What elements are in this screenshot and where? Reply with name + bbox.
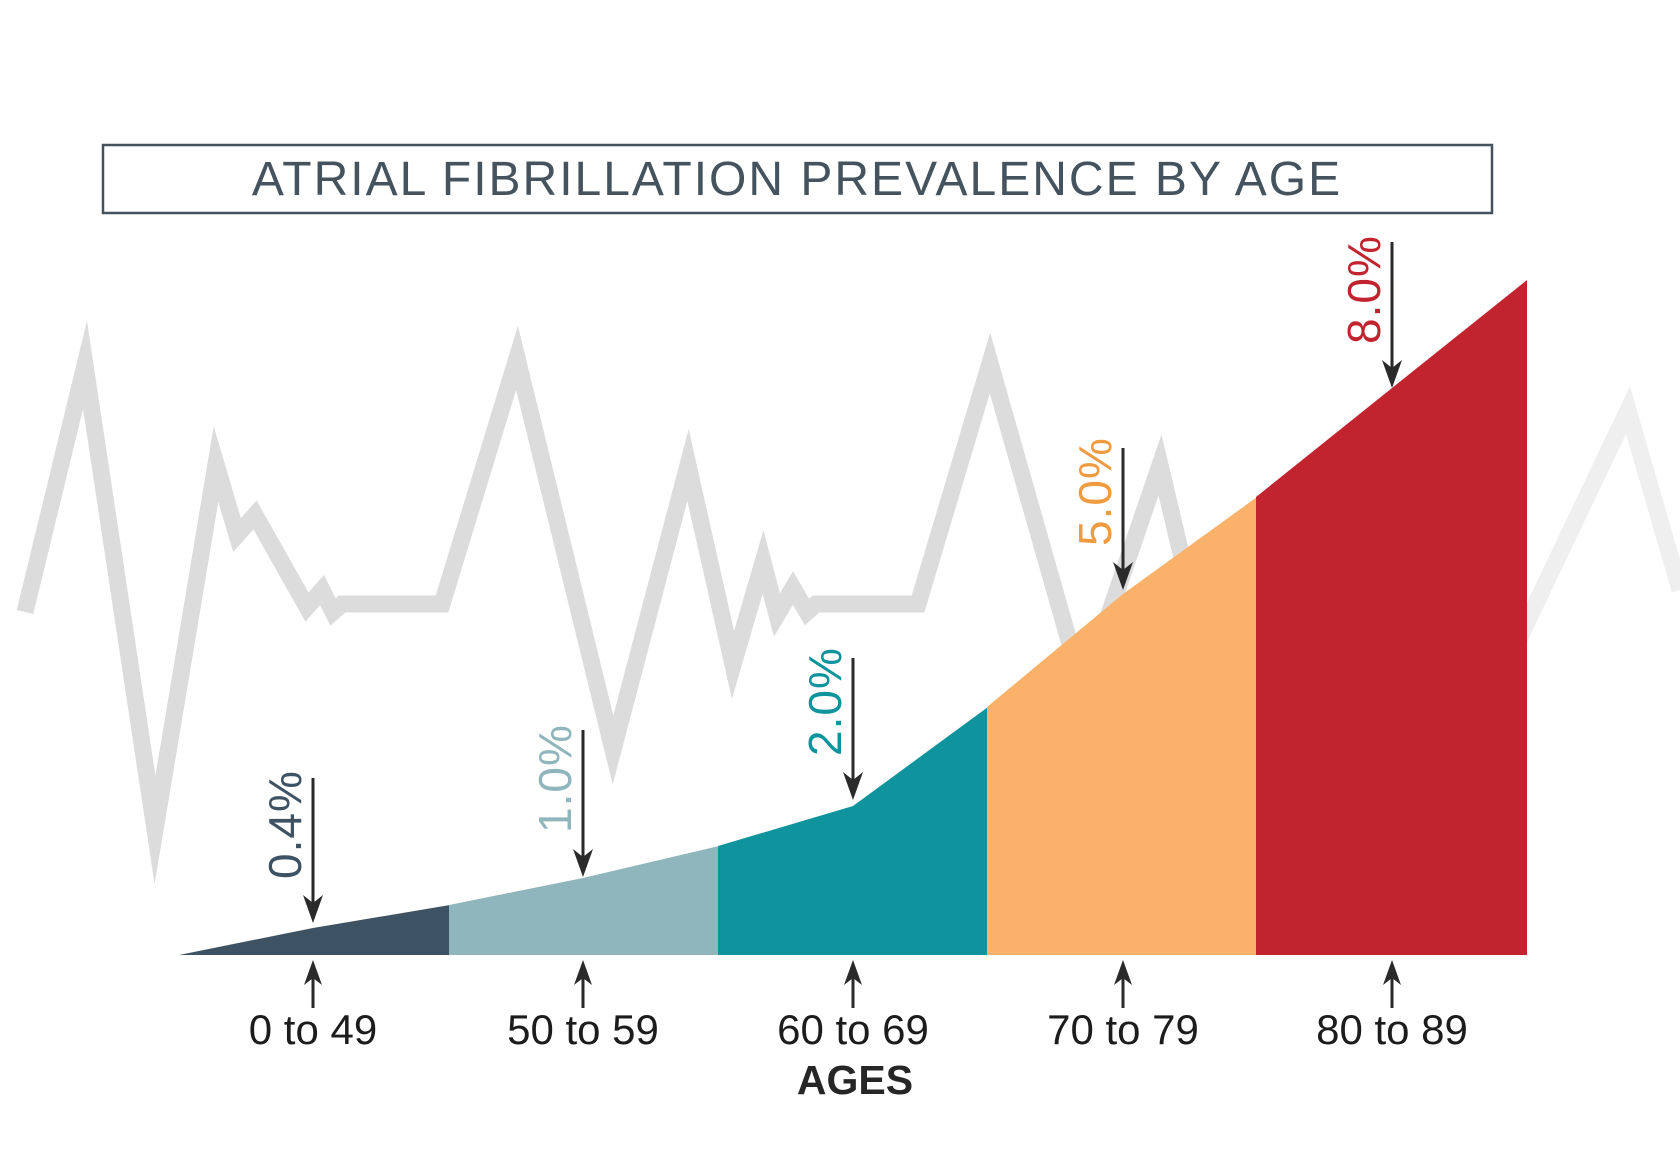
- up-arrow-head-60-69: [844, 960, 862, 985]
- ekg-background-line-right: [1482, 386, 1680, 704]
- area-segment-60-69: [718, 707, 988, 955]
- pct-label-60-69: 2.0%: [799, 647, 851, 756]
- page-title: ATRIAL FIBRILLATION PREVALENCE BY AGE: [252, 153, 1342, 206]
- area-segment-70-79: [987, 497, 1257, 955]
- pct-label-80-89: 8.0%: [1338, 235, 1390, 344]
- age-label-70-79: 70 to 79: [1047, 1006, 1199, 1053]
- age-label-0-49: 0 to 49: [249, 1006, 377, 1053]
- pct-label-50-59: 1.0%: [529, 724, 581, 833]
- pct-label-0-49: 0.4%: [259, 770, 311, 879]
- down-arrow-head-70-79: [1113, 562, 1133, 590]
- ekg-background-line: [16, 320, 1239, 885]
- value-pointer-arrows: [303, 242, 1402, 923]
- down-arrow-head-80-89: [1382, 360, 1402, 388]
- ages-axis-label: AGES: [797, 1057, 913, 1103]
- up-arrow-head-70-79: [1114, 960, 1132, 985]
- age-label-80-89: 80 to 89: [1316, 1006, 1468, 1053]
- age-label-60-69: 60 to 69: [777, 1006, 929, 1053]
- up-arrow-head-50-59: [574, 960, 592, 985]
- up-arrow-head-0-49: [304, 960, 322, 985]
- area-segment-50-59: [449, 846, 719, 955]
- down-arrow-head-60-69: [843, 772, 863, 800]
- down-arrow-head-0-49: [303, 895, 323, 923]
- down-arrow-head-50-59: [573, 849, 593, 877]
- age-label-50-59: 50 to 59: [507, 1006, 659, 1053]
- area-segment-0-49: [179, 905, 450, 955]
- up-arrow-head-80-89: [1383, 960, 1401, 985]
- pct-label-70-79: 5.0%: [1069, 437, 1121, 546]
- area-segment-80-89: [1256, 280, 1527, 955]
- title-box: [101, 143, 1494, 215]
- age-pointer-arrows: [304, 960, 1401, 1008]
